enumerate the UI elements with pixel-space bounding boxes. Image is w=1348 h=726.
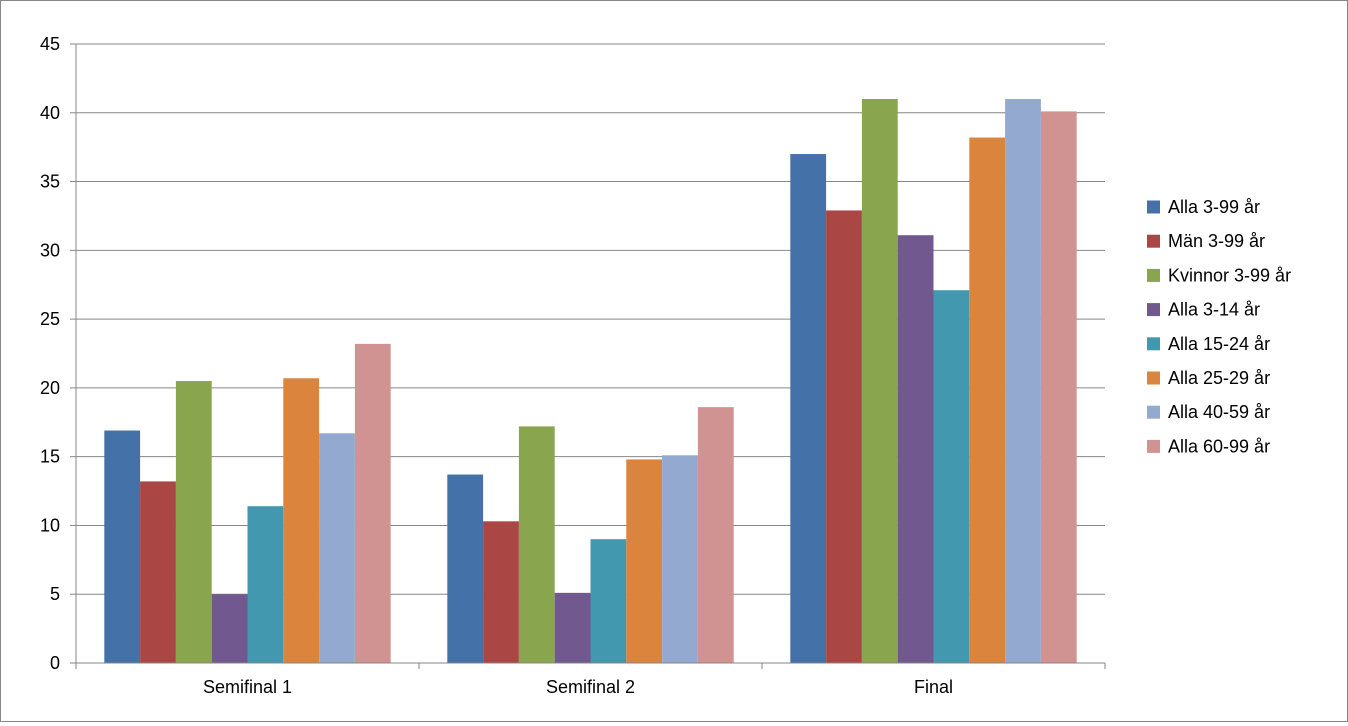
bar xyxy=(861,99,898,664)
y-tick-label: 45 xyxy=(40,34,60,54)
bar xyxy=(211,594,248,663)
bar xyxy=(897,235,934,664)
bar xyxy=(933,290,970,663)
legend-swatch xyxy=(1147,303,1160,317)
legend-swatch xyxy=(1147,405,1160,419)
y-tick-label: 40 xyxy=(40,103,60,123)
y-tick-labels: 0 5 10 15 20 25 30 35 40 45 xyxy=(40,34,60,673)
legend-label: Alla 3-99 år xyxy=(1168,197,1260,217)
legend-swatch xyxy=(1147,371,1160,385)
y-tick-label: 25 xyxy=(40,309,60,329)
legend-label: Alla 3-14 år xyxy=(1168,300,1260,320)
legend-swatch xyxy=(1147,439,1160,453)
bar xyxy=(175,381,212,663)
y-tick-label: 30 xyxy=(40,240,60,260)
legend: Alla 3-99 år Män 3-99 år Kvinnor 3-99 år Al… xyxy=(1147,197,1291,456)
x-tick-label: Semifinal 2 xyxy=(546,677,635,697)
bar xyxy=(554,592,591,663)
y-tick-label: 0 xyxy=(50,653,60,673)
legend-label: Alla 15-24 år xyxy=(1168,334,1270,354)
bar xyxy=(697,407,734,663)
legend-swatch xyxy=(1147,337,1160,351)
x-tick-labels: Semifinal 1 Semifinal 2 Final xyxy=(203,677,953,697)
legend-label: Alla 40-59 år xyxy=(1168,402,1270,422)
bar xyxy=(319,433,355,663)
y-tick-label: 5 xyxy=(50,584,60,604)
x-tick-label: Semifinal 1 xyxy=(203,677,292,697)
bars xyxy=(104,99,1077,664)
bar xyxy=(354,343,391,663)
bar xyxy=(247,506,284,663)
legend-label: Alla 60-99 år xyxy=(1168,436,1270,456)
legend-label: Kvinnor 3-99 år xyxy=(1168,265,1291,285)
legend-swatch xyxy=(1147,268,1160,282)
bar xyxy=(283,378,320,663)
legend-swatch xyxy=(1147,200,1160,214)
y-tick-label: 35 xyxy=(40,172,60,192)
axes xyxy=(70,43,1106,669)
x-tick-label: Final xyxy=(914,677,953,697)
bar xyxy=(590,539,627,663)
bar xyxy=(969,137,1006,663)
y-tick-label: 15 xyxy=(40,447,60,467)
legend-label: Män 3-99 år xyxy=(1168,231,1265,251)
bar xyxy=(483,521,519,663)
legend-label: Alla 25-29 år xyxy=(1168,368,1270,388)
y-tick-label: 20 xyxy=(40,378,60,398)
bar xyxy=(1005,99,1041,664)
y-tick-label: 10 xyxy=(40,515,60,535)
bar xyxy=(518,426,555,663)
bar xyxy=(104,430,141,663)
bar xyxy=(626,459,663,663)
bar xyxy=(662,455,698,663)
bar xyxy=(1040,111,1077,663)
bar xyxy=(790,154,827,664)
bar xyxy=(826,210,862,664)
bar xyxy=(447,474,484,663)
bar xyxy=(140,481,176,663)
legend-swatch xyxy=(1147,234,1160,248)
